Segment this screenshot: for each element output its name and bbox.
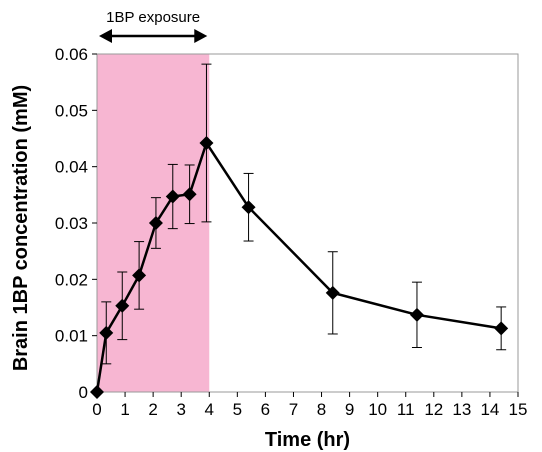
y-tick-label: 0.04 <box>55 158 88 177</box>
x-tick-label: 0 <box>92 400 101 419</box>
y-tick-label: 0.05 <box>55 101 88 120</box>
x-tick-label: 3 <box>176 400 185 419</box>
data-point-diamond <box>99 325 114 340</box>
x-tick-label: 15 <box>509 400 528 419</box>
series-line <box>95 140 502 393</box>
exposure-label: 1BP exposure <box>106 9 200 26</box>
y-tick-label: 0.03 <box>55 214 88 233</box>
x-tick-label: 8 <box>317 400 326 419</box>
arrowhead-right-icon <box>194 29 208 43</box>
y-tick-label: 0.02 <box>55 270 88 289</box>
x-tick-label: 6 <box>261 400 270 419</box>
x-tick-label: 9 <box>345 400 354 419</box>
x-ticks: 0 1 2 3 4 5 6 7 8 9 10 11 12 13 14 15 <box>92 392 527 419</box>
x-tick-label: 11 <box>397 400 415 419</box>
y-tick-label: 0.01 <box>55 327 88 346</box>
data-point-diamond <box>409 307 424 322</box>
series-layer <box>90 63 509 399</box>
data-point-diamond <box>165 189 180 204</box>
x-tick-label: 5 <box>233 400 242 419</box>
x-tick-label: 4 <box>205 400 214 419</box>
x-tick-label: 2 <box>148 400 157 419</box>
x-tick-label: 1 <box>120 400 129 419</box>
data-point-diamond <box>182 187 197 202</box>
data-point-diamond <box>199 136 214 151</box>
x-tick-label: 14 <box>480 400 499 419</box>
x-tick-label: 7 <box>289 400 298 419</box>
data-point-diamond <box>325 285 340 300</box>
y-axis-title: Brain 1BP concentration (mM) <box>10 85 32 371</box>
y-ticks: 0 0.01 0.02 0.03 0.04 0.05 0.06 <box>55 45 97 402</box>
x-tick-label: 13 <box>452 400 471 419</box>
data-point-diamond <box>132 268 147 283</box>
data-point-diamond <box>241 200 256 215</box>
y-tick-label: 0 <box>79 383 88 402</box>
arrowhead-left-icon <box>99 29 112 43</box>
x-tick-label: 12 <box>424 400 443 419</box>
y-tick-label: 0.06 <box>55 45 88 64</box>
data-point-diamond <box>90 385 104 399</box>
annotation-layer: 1BP exposure <box>99 9 208 43</box>
x-axis-title: Time (hr) <box>265 429 350 451</box>
data-point-diamond <box>115 298 130 313</box>
x-tick-label: 10 <box>368 400 387 419</box>
data-point-diamond <box>148 216 163 230</box>
data-point-diamond <box>494 321 509 336</box>
